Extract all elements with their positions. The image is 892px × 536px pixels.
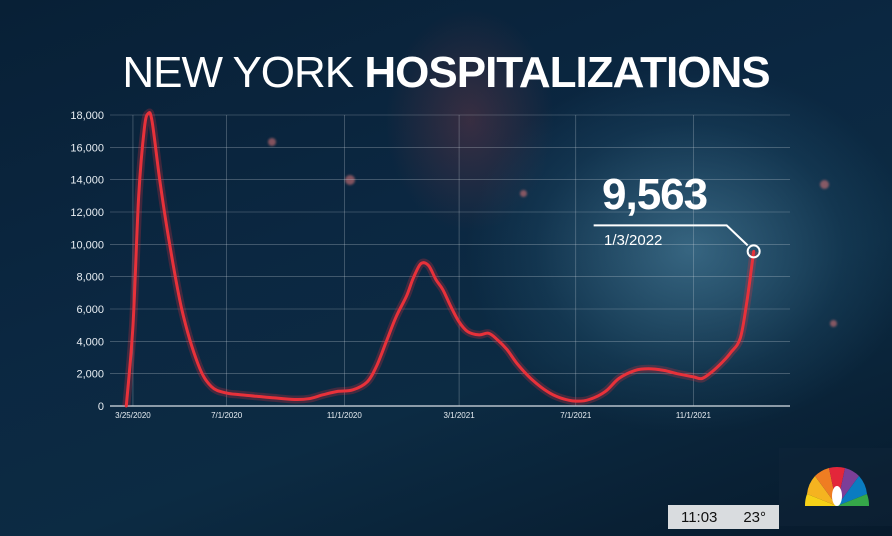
y-tick-label: 6,000	[76, 304, 104, 316]
series-line-glow	[122, 108, 758, 407]
annotation-leader-line	[593, 224, 749, 247]
chart-title-light: NEW YORK	[122, 48, 365, 97]
y-tick-label: 16,000	[70, 142, 104, 154]
y-tick-label: 0	[98, 401, 104, 413]
x-tick-label: 11/1/2021	[676, 411, 712, 420]
background-glow	[268, 138, 276, 146]
callout-date: 1/3/2022	[604, 232, 663, 249]
x-tick-label: 3/1/2021	[444, 411, 476, 420]
chart-title: NEW YORK HOSPITALIZATIONS	[0, 48, 892, 98]
status-bar: 11:03 23°	[668, 505, 779, 529]
background-glow	[820, 180, 829, 189]
y-tick-label: 8,000	[76, 272, 104, 284]
y-tick-label: 14,000	[70, 175, 104, 187]
y-tick-label: 4,000	[76, 336, 104, 348]
x-tick-label: 7/1/2021	[560, 411, 592, 420]
status-temperature: 23°	[743, 508, 767, 526]
chart-title-bold: HOSPITALIZATIONS	[364, 48, 770, 97]
y-tick-label: 18,000	[70, 110, 104, 122]
x-tick-label: 11/1/2020	[327, 411, 363, 420]
series-line	[124, 111, 756, 408]
background-glow	[345, 175, 355, 185]
status-time: 11:03	[680, 508, 718, 526]
callout-value: 9,563	[602, 170, 708, 219]
background-glow	[830, 320, 837, 327]
annotation-marker	[746, 244, 761, 259]
network-logo	[779, 448, 892, 526]
y-tick-label: 2,000	[76, 369, 104, 381]
y-tick-label: 12,000	[70, 207, 104, 219]
y-tick-label: 10,000	[70, 239, 104, 251]
x-tick-label: 7/1/2020	[211, 411, 243, 420]
x-tick-label: 3/25/2020	[115, 411, 151, 420]
nbc-peacock-icon	[804, 466, 870, 506]
background-glow	[520, 190, 527, 197]
